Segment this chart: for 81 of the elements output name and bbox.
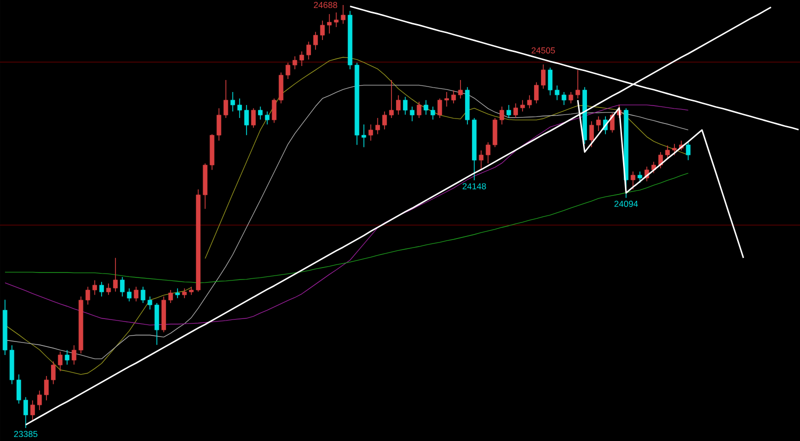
candlestick (134, 286, 138, 302)
candlestick (182, 288, 187, 299)
candlestick (548, 67, 552, 96)
candlestick (106, 283, 111, 296)
candlestick (306, 41, 311, 60)
candlestick (541, 64, 546, 90)
candlestick (596, 116, 601, 132)
candlestick (140, 286, 146, 304)
candlestick (99, 282, 104, 297)
candlestick (410, 106, 414, 122)
candlestick (120, 276, 125, 297)
candlestick (168, 290, 173, 304)
candlestick (224, 80, 228, 118)
candlestick (500, 106, 504, 125)
candlestick (672, 144, 677, 156)
candlestick (313, 32, 318, 50)
candlestick (520, 100, 525, 112)
candlestick (258, 106, 263, 120)
candlestick (686, 142, 690, 161)
candlestick (44, 376, 49, 401)
candlestick (299, 51, 304, 66)
candlestick (478, 150, 484, 170)
candlestick (486, 142, 490, 164)
candlestick (64, 350, 70, 366)
candlestick (58, 351, 62, 372)
candlestick (424, 100, 428, 116)
candlestick (340, 4, 346, 24)
annotation: 24094 (614, 200, 638, 207)
candlestick (576, 70, 580, 99)
annotation: 24148 (462, 183, 486, 190)
candlestick (320, 20, 325, 40)
candlestick (272, 98, 276, 124)
candlestick (251, 108, 256, 128)
candlestick (430, 106, 436, 120)
candlestick (37, 390, 42, 411)
candlestick (334, 12, 339, 28)
candlestick (506, 104, 512, 118)
candlestick (216, 108, 222, 142)
candlestick (113, 257, 118, 292)
candlestick (230, 92, 236, 112)
candlestick (175, 288, 180, 299)
candlestick (568, 92, 574, 104)
candlestick (292, 56, 298, 70)
annotation: 24688 (314, 2, 338, 8)
candlestick (382, 111, 387, 130)
candlestick (534, 82, 539, 104)
candlestick (126, 288, 132, 302)
candlestick (244, 104, 249, 136)
candlestick (513, 102, 518, 118)
candlestick (237, 98, 242, 118)
candlestick (638, 171, 642, 184)
candlestick (264, 111, 270, 125)
candlestick (368, 124, 374, 142)
candlestick (527, 94, 532, 109)
candlestick (92, 280, 97, 296)
candlestick (362, 124, 366, 148)
candlestick (416, 101, 422, 118)
candlestick (30, 400, 35, 420)
candlestick (148, 296, 152, 310)
candlestick (86, 286, 90, 306)
candlestick (562, 92, 566, 106)
candlestick (554, 85, 560, 101)
candlestick (286, 62, 290, 80)
candlestick (402, 96, 408, 116)
candlestick (389, 80, 394, 118)
annotation: 23385 (14, 430, 38, 438)
candlestick (327, 14, 332, 34)
candlestick (375, 118, 380, 135)
candlestick (458, 80, 463, 99)
candlestick (589, 120, 594, 148)
candlestick (72, 344, 76, 366)
candlestick (444, 92, 449, 107)
candlestick (396, 94, 401, 116)
candlestick (23, 396, 28, 428)
candlestick (51, 361, 56, 385)
candlestick (451, 90, 456, 104)
annotation: 24505 (532, 47, 555, 54)
candlestick (665, 145, 670, 159)
candlestick (16, 374, 22, 404)
candlestick (438, 98, 442, 118)
candlestick (630, 171, 636, 190)
